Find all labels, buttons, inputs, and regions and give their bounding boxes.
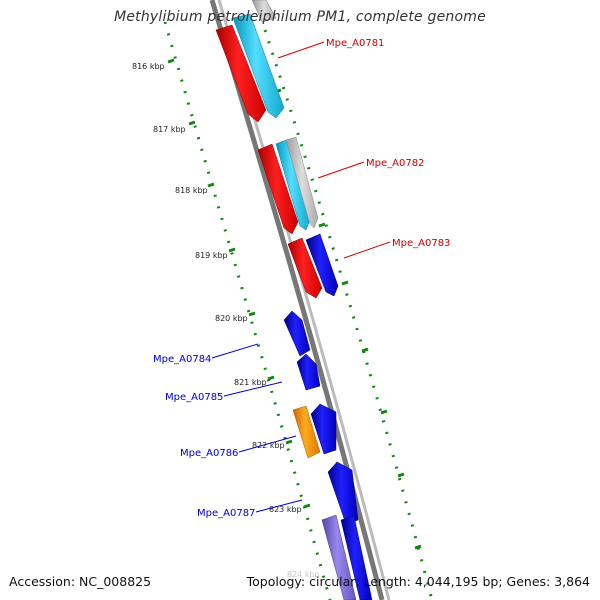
- cds-feature-mpe-a0784[interactable]: [283, 310, 311, 357]
- gene-label-mpe-a0784[interactable]: Mpe_A0784: [153, 354, 211, 365]
- cds-feature-blue[interactable]: [340, 515, 373, 600]
- scale-label: 822 kbp: [252, 441, 285, 450]
- scale-label: 821 kbp: [234, 378, 267, 387]
- accession-text: Accession: NC_008825: [9, 574, 152, 589]
- cds-feature-blue[interactable]: [327, 461, 359, 525]
- scale-labels: 816 kbp 817 kbp 818 kbp 819 kbp 820 kbp …: [132, 62, 320, 579]
- gene-label-mpe-a0787[interactable]: Mpe_A0787: [197, 508, 255, 519]
- gene-label-mpe-a0781[interactable]: Mpe_A0781: [326, 38, 384, 49]
- scale-label: 818 kbp: [175, 186, 208, 195]
- reverse-gene-labels: Mpe_A0784 Mpe_A0785 Mpe_A0786 Mpe_A0787: [153, 343, 303, 519]
- tick-track-inner: [163, 21, 332, 600]
- gene-label-mpe-a0786[interactable]: Mpe_A0786: [180, 448, 238, 459]
- cds-feature-mpe-a0786[interactable]: [292, 405, 321, 459]
- cds-feature-mpe-a0787[interactable]: [321, 514, 357, 600]
- gene-label-mpe-a0783[interactable]: Mpe_A0783: [392, 238, 450, 249]
- major-ticks: [167, 58, 311, 509]
- cds-feature-mpe-a0783-red[interactable]: [287, 237, 323, 299]
- scale-label-faded: 824 kbp: [287, 570, 320, 579]
- scale-label: 823 kbp: [269, 505, 302, 514]
- cds-feature-mpe-a0781-red[interactable]: [215, 24, 267, 123]
- cds-feature-mpe-a0785[interactable]: [296, 353, 321, 391]
- cds-feature-mpe-a0782-red[interactable]: [257, 143, 299, 235]
- topology-text: Topology: circular; Length: 4,044,195 bp…: [246, 574, 590, 589]
- cds-feature-gray[interactable]: [285, 136, 319, 229]
- gene-label-mpe-a0785[interactable]: Mpe_A0785: [165, 392, 223, 403]
- cds-feature-mpe-a0782-cyan[interactable]: [275, 139, 311, 231]
- forward-gene-labels: Mpe_A0781 Mpe_A0782 Mpe_A0783: [277, 38, 450, 259]
- gene-label-mpe-a0782[interactable]: Mpe_A0782: [366, 158, 424, 169]
- cds-feature[interactable]: [251, 0, 277, 23]
- scale-label: 820 kbp: [215, 314, 248, 323]
- cds-feature-blue[interactable]: [310, 403, 337, 455]
- scale-label: 819 kbp: [195, 251, 228, 260]
- cds-feature-mpe-a0783-blue[interactable]: [305, 233, 339, 297]
- scale-label: 816 kbp: [132, 62, 165, 71]
- scale-label: 817 kbp: [153, 125, 186, 134]
- forward-features: [215, 0, 373, 600]
- map-title: Methylibium petroleiphilum PM1, complete…: [114, 9, 486, 25]
- cds-feature-mpe-a0781-cyan[interactable]: [232, 13, 285, 119]
- reverse-features: [283, 310, 357, 600]
